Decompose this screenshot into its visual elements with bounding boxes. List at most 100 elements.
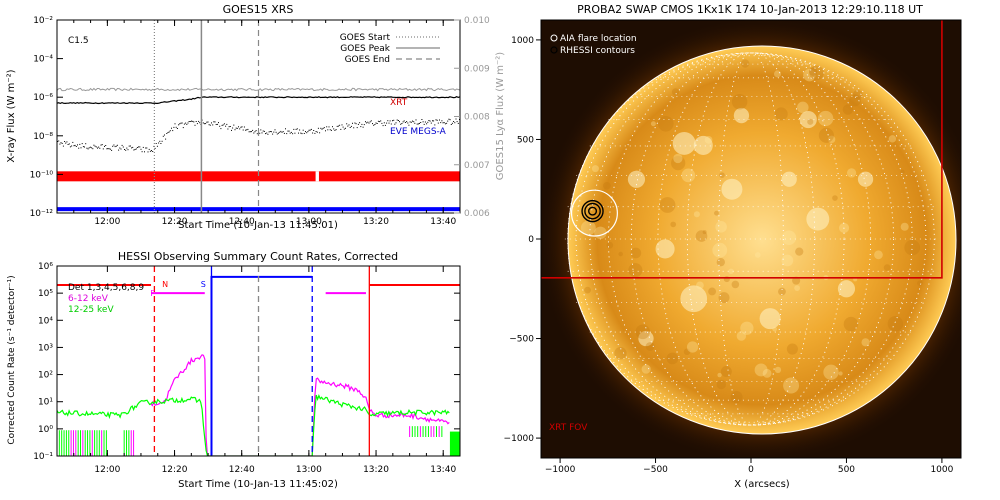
lya-point bbox=[312, 132, 314, 134]
goes-legend-label: GOES Peak bbox=[340, 44, 390, 54]
swap-ytick-label: −1000 bbox=[504, 434, 535, 444]
lya-point bbox=[250, 131, 252, 133]
lya-point bbox=[350, 125, 352, 127]
granule bbox=[754, 252, 761, 258]
granule bbox=[683, 348, 691, 356]
lya-point bbox=[106, 148, 108, 150]
lya-point bbox=[255, 130, 257, 132]
granule bbox=[917, 280, 923, 287]
lya-point bbox=[174, 123, 176, 125]
goes-ytick-label: 10⁻¹² bbox=[30, 209, 54, 219]
goes-ylabel: X-ray Flux (W m⁻²) bbox=[6, 69, 17, 162]
lyman-alpha-series bbox=[57, 118, 460, 153]
goes-y2tick-label: 0.008 bbox=[464, 113, 490, 123]
lya-point bbox=[74, 144, 76, 146]
granule bbox=[803, 69, 816, 82]
lya-point bbox=[161, 140, 163, 142]
swap-axes: −1000 −500 0 500 1000 1000 500 0 −500 −1000 bbox=[504, 36, 954, 475]
lya-point bbox=[187, 122, 189, 124]
lya-point bbox=[286, 133, 288, 135]
hessi-series-12-25-kev bbox=[57, 393, 450, 456]
lya-point bbox=[427, 121, 429, 123]
lya-point bbox=[401, 123, 403, 124]
lya-point bbox=[368, 122, 370, 124]
active-region bbox=[672, 131, 696, 155]
lya-point bbox=[166, 133, 168, 134]
granule bbox=[778, 287, 786, 296]
granule bbox=[714, 210, 719, 216]
lya-point bbox=[222, 124, 224, 126]
granule bbox=[723, 276, 730, 283]
lya-point bbox=[228, 126, 230, 128]
lya-point bbox=[330, 129, 332, 131]
solar-disk bbox=[568, 46, 956, 434]
lya-point bbox=[376, 123, 378, 124]
granule bbox=[888, 135, 897, 143]
lya-point bbox=[432, 120, 433, 122]
lya-point bbox=[77, 144, 78, 146]
goes-xlabel: Start Time (10-Jan-13 11:45:01) bbox=[178, 220, 338, 231]
swap-ytick-label: 1000 bbox=[511, 36, 534, 46]
lya-point bbox=[450, 124, 452, 125]
granule bbox=[838, 371, 843, 376]
lya-point bbox=[147, 151, 149, 153]
lya-point bbox=[441, 120, 443, 122]
rhessi-legend-icon bbox=[550, 46, 558, 54]
lya-point bbox=[433, 120, 435, 122]
lya-point bbox=[86, 147, 88, 149]
lya-point bbox=[287, 130, 289, 132]
active-region bbox=[693, 135, 713, 155]
lya-point bbox=[159, 140, 161, 142]
goes-legend-label: GOES End bbox=[345, 55, 390, 65]
lya-point bbox=[248, 131, 250, 133]
lya-point bbox=[207, 121, 209, 123]
lya-point bbox=[342, 126, 344, 128]
active-region bbox=[721, 178, 743, 200]
granule bbox=[717, 372, 722, 378]
lya-point bbox=[406, 121, 408, 123]
solar-texture bbox=[580, 59, 923, 403]
lya-point bbox=[281, 131, 283, 133]
lya-point bbox=[206, 121, 208, 123]
lya-point bbox=[125, 149, 127, 151]
swap-panel: PROBA2 SWAP CMOS 1Kx1K 174 10-Jan-2013 1… bbox=[504, 3, 962, 490]
goes-ytick-label: 10⁻⁴ bbox=[33, 55, 53, 65]
lya-point bbox=[283, 132, 285, 134]
lya-point bbox=[223, 123, 225, 125]
hessi-legend-6-12: 6-12 keV bbox=[68, 294, 109, 304]
granule bbox=[846, 168, 857, 178]
solar-limb bbox=[567, 45, 957, 435]
swap-xtick-label: 500 bbox=[838, 465, 855, 475]
granule bbox=[807, 118, 814, 125]
hessi-flag-s: S bbox=[201, 280, 206, 289]
lya-point bbox=[447, 120, 449, 122]
lya-point bbox=[215, 124, 217, 125]
lya-point bbox=[258, 128, 259, 130]
active-region bbox=[680, 285, 708, 313]
granule bbox=[741, 59, 750, 68]
lya-point bbox=[343, 128, 345, 130]
granule bbox=[786, 343, 798, 355]
granule bbox=[712, 242, 728, 258]
granule bbox=[874, 250, 883, 260]
hessi-xtick-label: 13:40 bbox=[430, 465, 456, 475]
lya-point bbox=[294, 132, 296, 134]
lya-point bbox=[185, 122, 187, 124]
lya-point bbox=[422, 121, 424, 123]
lya-point bbox=[203, 123, 205, 125]
granule bbox=[671, 88, 680, 96]
lya-point bbox=[366, 122, 368, 124]
lya-point bbox=[388, 122, 390, 124]
lya-point bbox=[231, 129, 232, 131]
lya-point bbox=[89, 146, 91, 148]
active-region bbox=[837, 280, 856, 298]
lya-point bbox=[176, 128, 178, 129]
lya-point bbox=[240, 126, 242, 128]
heliographic-grid bbox=[564, 52, 938, 426]
swap-xtick-label: 1000 bbox=[930, 465, 953, 475]
lya-point bbox=[58, 140, 60, 142]
lya-point bbox=[449, 119, 451, 121]
hessi-flag-f: F bbox=[150, 289, 155, 298]
granule bbox=[584, 286, 591, 294]
lya-point bbox=[362, 126, 364, 128]
